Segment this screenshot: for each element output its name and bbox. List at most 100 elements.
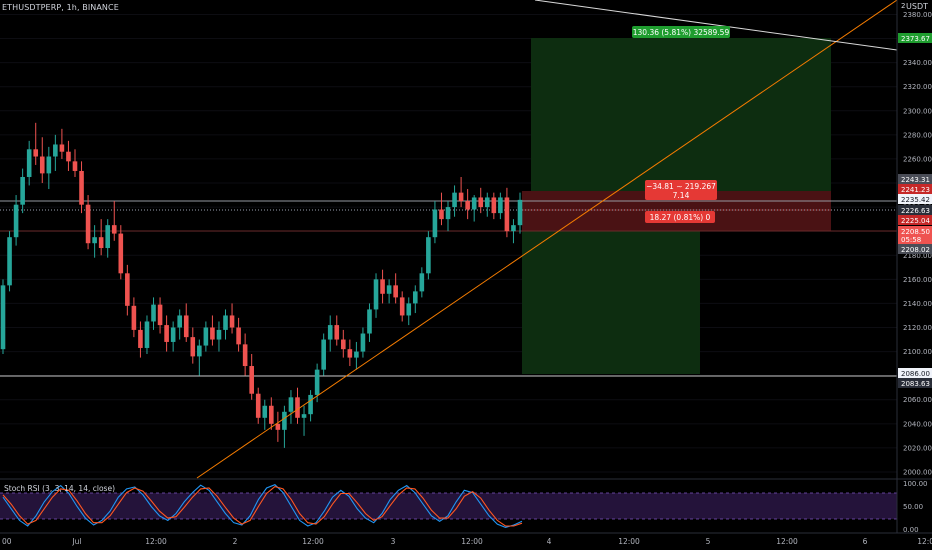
- time-axis[interactable]: 00 Jul 12:00 2 12:00 3 12:00 4 12:00 5 12:00 6 12:00: [0, 532, 932, 546]
- target-label-box[interactable]: [632, 26, 730, 38]
- candle[interactable]: [0, 279, 6, 354]
- candle[interactable]: [321, 333, 326, 376]
- candle[interactable]: [432, 201, 438, 244]
- candle[interactable]: [157, 297, 163, 334]
- candle[interactable]: [478, 187, 484, 214]
- stoch-rsi-title[interactable]: Stoch RSI (3, 3, 14, 14, close): [4, 484, 115, 493]
- candle[interactable]: [393, 273, 398, 304]
- price-axis[interactable]: 2000.002020.002040.002060.002080.002100.…: [896, 0, 932, 534]
- candle[interactable]: [452, 185, 457, 217]
- candle[interactable]: [203, 321, 209, 352]
- candles[interactable]: [0, 122, 523, 448]
- candle[interactable]: [125, 264, 130, 316]
- profit-zone[interactable]: [531, 38, 831, 191]
- candle[interactable]: [439, 192, 444, 226]
- candle[interactable]: [445, 201, 451, 232]
- candle[interactable]: [412, 285, 418, 314]
- position-labels[interactable]: 130.36 (5.81%) 32589.59 −34.81 ∼ 219.267…: [632, 26, 730, 223]
- candle[interactable]: [59, 128, 65, 159]
- candle[interactable]: [282, 405, 287, 448]
- candle[interactable]: [72, 149, 78, 177]
- candle[interactable]: [197, 339, 202, 376]
- pnl-label-box[interactable]: [645, 211, 715, 223]
- candle[interactable]: [236, 317, 241, 352]
- candle[interactable]: [111, 201, 117, 241]
- candle[interactable]: [341, 329, 346, 358]
- candle[interactable]: [7, 231, 12, 292]
- candle[interactable]: [210, 315, 215, 346]
- candle[interactable]: [517, 192, 523, 234]
- candle[interactable]: [511, 219, 516, 244]
- candle[interactable]: [33, 122, 39, 165]
- candle[interactable]: [426, 231, 431, 280]
- candle[interactable]: [66, 140, 71, 171]
- candle[interactable]: [46, 146, 52, 190]
- candle[interactable]: [288, 390, 294, 424]
- profit-zone-lower[interactable]: [522, 231, 700, 374]
- candle[interactable]: [170, 321, 176, 352]
- candle[interactable]: [269, 397, 274, 430]
- position-zones[interactable]: [522, 38, 831, 374]
- symbol-title[interactable]: ETHUSDTPERP, 1h, BINANCE: [2, 3, 119, 12]
- ascending-trendline[interactable]: [196, 0, 898, 479]
- candle[interactable]: [347, 339, 353, 367]
- candle[interactable]: [471, 195, 477, 222]
- candle[interactable]: [85, 195, 91, 250]
- candle[interactable]: [249, 353, 254, 400]
- price-axis-label: 2140.00: [903, 300, 932, 308]
- candle[interactable]: [177, 309, 182, 340]
- candle[interactable]: [183, 303, 189, 342]
- stoch-rsi-pane[interactable]: [0, 478, 932, 528]
- candle[interactable]: [13, 195, 19, 246]
- candle[interactable]: [255, 387, 261, 424]
- candle[interactable]: [399, 291, 405, 322]
- candle[interactable]: [380, 269, 385, 304]
- candle[interactable]: [131, 297, 137, 338]
- candle[interactable]: [386, 279, 392, 304]
- candle[interactable]: [20, 168, 25, 214]
- candle[interactable]: [190, 327, 196, 364]
- candle[interactable]: [144, 315, 150, 354]
- candle[interactable]: [504, 187, 510, 238]
- candle[interactable]: [242, 333, 248, 376]
- candle[interactable]: [491, 192, 497, 220]
- descending-trendline[interactable]: [534, 0, 898, 51]
- candle[interactable]: [419, 267, 425, 298]
- candle[interactable]: [498, 192, 503, 220]
- currency-label[interactable]: USDT: [906, 2, 928, 11]
- candle[interactable]: [354, 341, 359, 370]
- candle[interactable]: [98, 219, 104, 256]
- candle[interactable]: [301, 405, 307, 436]
- candle[interactable]: [164, 315, 169, 352]
- candle[interactable]: [53, 134, 58, 171]
- candle[interactable]: [275, 411, 281, 442]
- candle-body: [98, 237, 104, 249]
- candle[interactable]: [367, 303, 372, 342]
- candle[interactable]: [138, 321, 143, 358]
- stop-label-box[interactable]: [645, 180, 717, 200]
- candle[interactable]: [216, 321, 222, 352]
- candle[interactable]: [360, 327, 366, 358]
- candle[interactable]: [118, 225, 124, 280]
- candle[interactable]: [79, 161, 84, 214]
- candle[interactable]: [105, 219, 111, 258]
- candle[interactable]: [262, 399, 268, 430]
- candle[interactable]: [373, 273, 379, 318]
- candle[interactable]: [39, 137, 45, 184]
- candle[interactable]: [465, 189, 470, 220]
- candle[interactable]: [151, 297, 156, 330]
- trendlines[interactable]: [196, 0, 898, 479]
- candle[interactable]: [26, 140, 32, 186]
- candle[interactable]: [484, 192, 490, 217]
- candle[interactable]: [327, 315, 333, 352]
- candle[interactable]: [458, 176, 464, 208]
- candle[interactable]: [92, 225, 97, 258]
- candle[interactable]: [295, 387, 300, 424]
- candle[interactable]: [308, 390, 313, 422]
- candle[interactable]: [223, 309, 228, 340]
- candle[interactable]: [334, 315, 340, 346]
- candle[interactable]: [229, 303, 235, 334]
- candle[interactable]: [406, 297, 412, 326]
